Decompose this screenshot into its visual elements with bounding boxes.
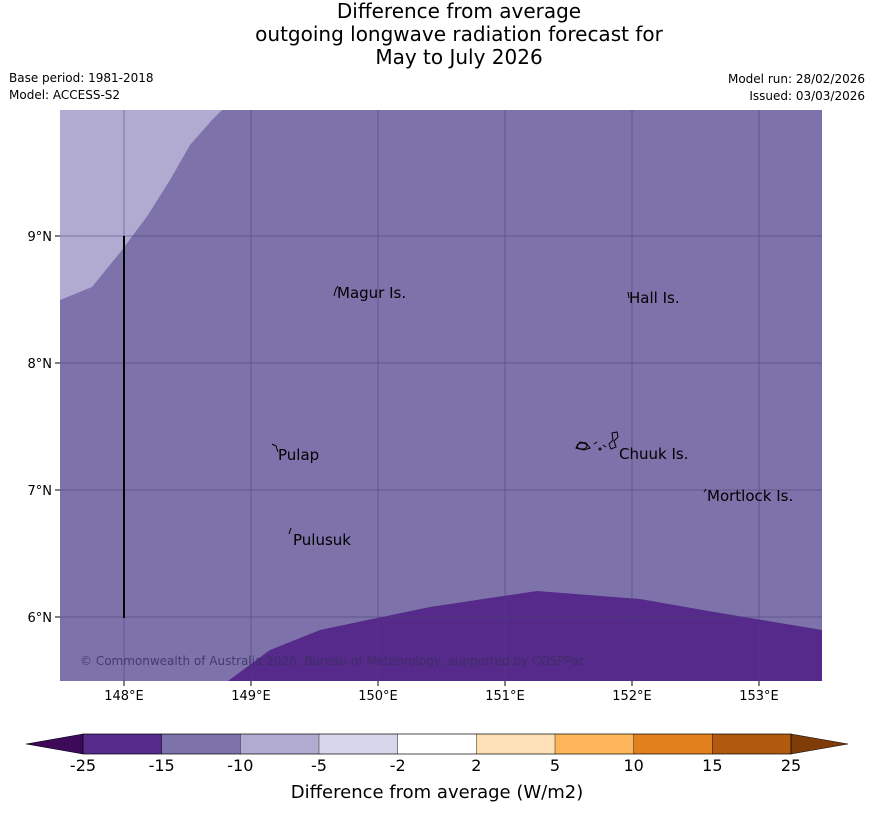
place-label-pulusuk: Pulusuk: [293, 531, 351, 549]
anomaly-region-very-low: [228, 591, 822, 681]
lon-tick-149e: 149°E: [231, 689, 271, 704]
colorbar-bin: [633, 733, 713, 755]
colorbar-bin: [82, 733, 163, 755]
colorbar-tick-label: 15: [702, 756, 722, 775]
chuuk-island-shape: [575, 431, 619, 451]
colorbar-tick-label: -5: [311, 756, 327, 775]
colorbar-tick-label: -15: [149, 756, 175, 775]
colorbar-bins: [82, 733, 792, 755]
graticule: [60, 110, 822, 681]
lat-tick-6n: 6°N: [28, 611, 53, 626]
place-label-pulap: Pulap: [278, 446, 319, 464]
hall-island-shape: [627, 291, 630, 299]
colorbar-bin: [712, 733, 792, 755]
ocean-background: [60, 110, 822, 681]
lat-tick-7n: 7°N: [28, 484, 53, 499]
issued-text: Issued: 03/03/2026: [749, 89, 865, 103]
colorbar-frame: [82, 733, 792, 755]
colorbar-tick-labels: -25 -15 -10 -5 -2 2 5 10 15 25: [70, 756, 801, 775]
map-panel: Magur Is. Hall Is. Pulap Chuuk Is. Mortl…: [60, 110, 822, 681]
colorbar-label: Difference from average (W/m2): [291, 782, 583, 803]
pulap-island-shape: [271, 443, 279, 453]
place-labels: Magur Is. Hall Is. Pulap Chuuk Is. Mortl…: [278, 284, 793, 549]
colorbar-extend-high: [790, 733, 849, 755]
anomaly-region-moderate: [60, 110, 222, 300]
place-label-chuuk: Chuuk Is.: [619, 445, 688, 463]
colorbar-bin: [554, 733, 635, 755]
magur-island-shape: [333, 285, 339, 297]
place-label-magur: Magur Is.: [337, 284, 406, 302]
lon-tick-151e: 151°E: [485, 689, 525, 704]
lon-tick-152e: 152°E: [612, 689, 652, 704]
latitude-axis: 9°N 8°N 7°N 6°N: [28, 230, 60, 626]
colorbar-tick-label: -2: [390, 756, 406, 775]
colorbar-tick-label: 5: [550, 756, 560, 775]
colorbar: -25 -15 -10 -5 -2 2 5 10 15 25 Difference from av…: [25, 733, 849, 803]
place-label-mortlock: Mortlock Is.: [707, 487, 793, 505]
place-label-hall: Hall Is.: [629, 289, 680, 307]
mortlock-island-shape: [703, 488, 707, 493]
pulusuk-island-shape: [288, 527, 292, 535]
copyright-notice: © Commonwealth of Australia 2026, Bureau…: [80, 654, 585, 668]
colorbar-extend-low: [25, 733, 84, 755]
lon-tick-153e: 153°E: [739, 689, 779, 704]
meta-right: Model run: 28/02/2026 Issued: 03/03/2026: [728, 71, 865, 105]
map-title: Difference from average outgoing longwav…: [0, 0, 873, 69]
model-text: Model: ACCESS-S2: [9, 88, 121, 102]
colorbar-tick-label: -10: [227, 756, 253, 775]
colorbar-bin: [476, 733, 556, 755]
colorbar-tick-label: 25: [781, 756, 801, 775]
lon-tick-150e: 150°E: [358, 689, 398, 704]
island-outlines: [271, 285, 707, 535]
colorbar-bin: [240, 733, 320, 755]
model-run-text: Model run: 28/02/2026: [727, 72, 865, 86]
title-line-2: outgoing longwave radiation forecast for: [255, 22, 663, 46]
colorbar-tick-label: 2: [471, 756, 481, 775]
colorbar-bin: [161, 733, 241, 755]
meta-left: Base period: 1981-2018 Model: ACCESS-S2: [9, 70, 154, 104]
title-line-3: May to July 2026: [375, 45, 543, 69]
colorbar-tick-label: 10: [623, 756, 643, 775]
colorbar-bin: [318, 733, 399, 755]
lon-tick-148e: 148°E: [104, 689, 144, 704]
longitude-axis: 148°E 149°E 150°E 151°E 152°E 153°E: [104, 681, 779, 704]
base-period-text: Base period: 1981-2018: [9, 71, 154, 85]
lat-tick-8n: 8°N: [28, 357, 53, 372]
colorbar-bin: [397, 733, 477, 755]
title-line-1: Difference from average: [336, 0, 582, 23]
lat-tick-9n: 9°N: [28, 230, 53, 245]
colorbar-tick-label: -25: [70, 756, 96, 775]
